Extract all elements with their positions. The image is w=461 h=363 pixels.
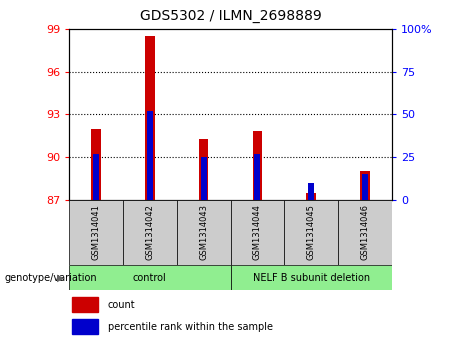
Bar (123, 200, 177, 265)
Bar (254, 154, 260, 200)
Bar (306, 192, 316, 200)
Text: GSM1314044: GSM1314044 (253, 204, 262, 260)
Text: GSM1314043: GSM1314043 (199, 204, 208, 260)
Bar (177, 200, 230, 265)
Bar (93, 154, 99, 200)
Bar (338, 200, 392, 265)
Bar (69, 200, 123, 265)
Bar (199, 139, 208, 200)
Bar (69, 265, 230, 290)
Bar (91, 129, 101, 200)
Bar (201, 157, 207, 200)
Bar (253, 131, 262, 200)
Text: GSM1314045: GSM1314045 (307, 204, 316, 260)
Text: genotype/variation: genotype/variation (5, 273, 97, 283)
Bar (360, 171, 370, 200)
Text: count: count (108, 300, 136, 310)
Text: control: control (133, 273, 167, 283)
Bar (230, 200, 284, 265)
Bar (145, 36, 155, 200)
Text: GSM1314046: GSM1314046 (361, 204, 369, 260)
Bar (284, 200, 338, 265)
Text: GSM1314042: GSM1314042 (145, 204, 154, 260)
Bar (308, 183, 314, 200)
Text: GDS5302 / ILMN_2698889: GDS5302 / ILMN_2698889 (140, 9, 321, 23)
Text: GSM1314041: GSM1314041 (92, 204, 100, 260)
Bar (230, 265, 392, 290)
Text: NELF B subunit deletion: NELF B subunit deletion (253, 273, 370, 283)
Bar (72, 319, 98, 334)
Text: ▶: ▶ (57, 273, 65, 283)
Text: percentile rank within the sample: percentile rank within the sample (108, 322, 273, 332)
Bar (147, 111, 153, 200)
Bar (72, 297, 98, 312)
Bar (362, 174, 368, 200)
